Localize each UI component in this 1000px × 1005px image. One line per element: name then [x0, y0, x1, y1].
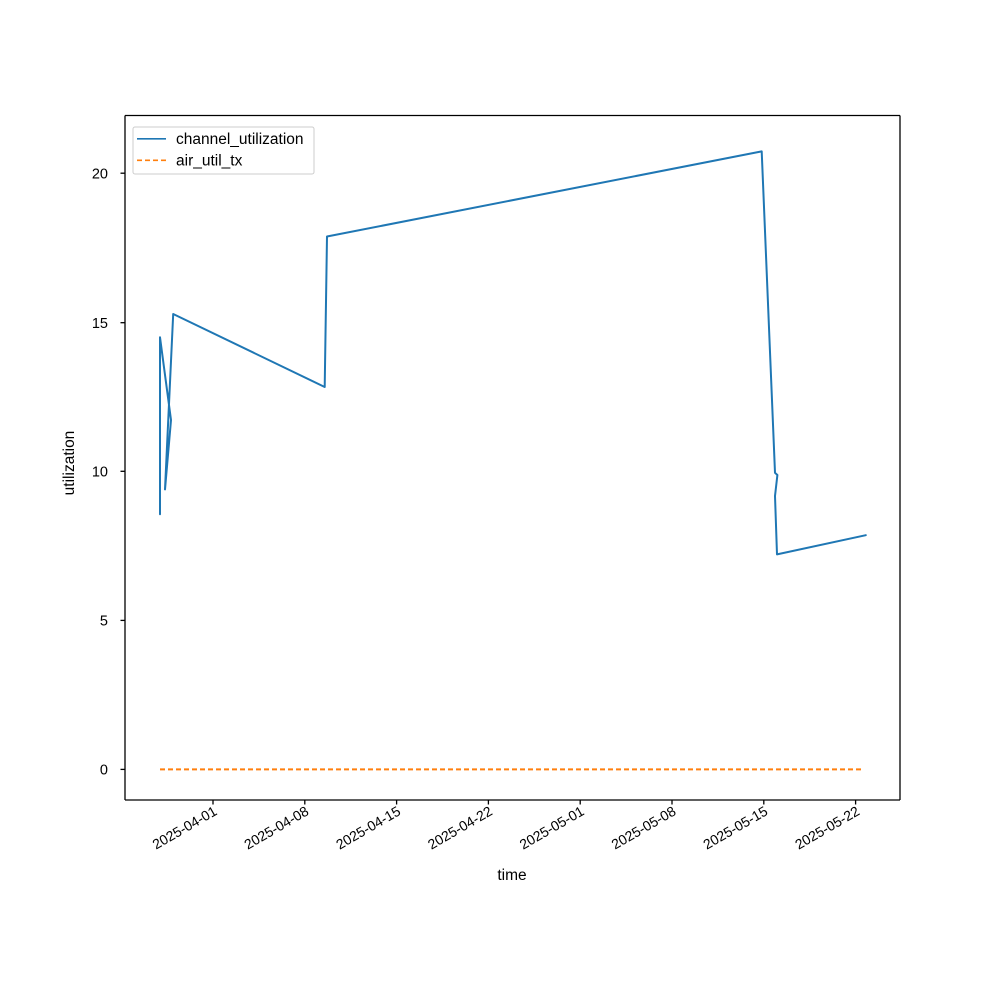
svg-text:0: 0	[100, 763, 108, 779]
svg-text:time: time	[497, 867, 526, 884]
svg-text:utilization: utilization	[61, 431, 78, 496]
svg-text:5: 5	[100, 614, 108, 630]
svg-text:20: 20	[92, 167, 108, 183]
svg-text:15: 15	[92, 316, 108, 332]
svg-text:air_util_tx: air_util_tx	[176, 153, 243, 170]
svg-text:10: 10	[92, 465, 108, 481]
svg-text:channel_utilization: channel_utilization	[176, 131, 304, 148]
